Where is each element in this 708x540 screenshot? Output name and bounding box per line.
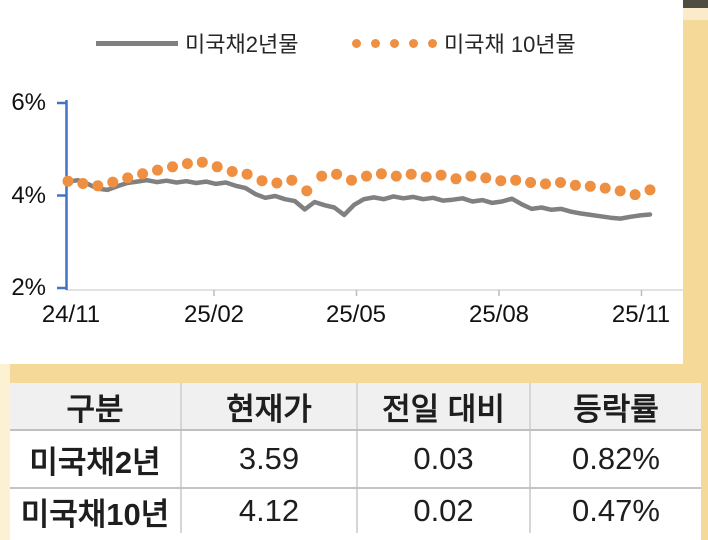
x-axis-label-2: 25/02: [183, 301, 245, 328]
legend-item-10y: 미국채 10년물: [352, 28, 576, 58]
left-cream-strip: [0, 364, 10, 540]
header-category: 구분: [10, 383, 181, 431]
legend-item-2y: 미국채2년물: [96, 28, 298, 58]
legend-line-swatch-icon: [96, 40, 178, 46]
legend-label-2y: 미국채2년물: [185, 32, 299, 57]
legend-dots-swatch-icon: [352, 38, 437, 48]
header-current-price: 현재가: [180, 383, 357, 431]
row-label-ust2y: 미국채2년: [10, 430, 181, 489]
row-label-ust10y: 미국채10년: [10, 488, 181, 534]
x-axis-label-3: 25/05: [325, 301, 387, 328]
ust2y-rate: 0.82%: [529, 430, 701, 489]
table-row-ust2y: 미국채2년 3.59 0.03 0.82%: [10, 430, 701, 489]
table-header-row: 구분 현재가 전일 대비 등락률: [10, 383, 701, 431]
top-right-cream-strip: [683, 8, 708, 20]
header-day-change: 전일 대비: [356, 383, 530, 431]
chart-canvas: [57, 100, 683, 296]
rates-table: 구분 현재가 전일 대비 등락률 미국채2년 3.59 0.03 0.82% 미…: [10, 383, 701, 535]
y-axis-label-2: 2%: [11, 274, 46, 301]
x-axis-label-5: 25/11: [611, 301, 671, 328]
chart-card: 미국채2년물 미국채 10년물 6% 4% 2% 24/11 25/02 25/…: [0, 0, 683, 364]
ust10y-change: 0.02: [356, 488, 530, 535]
ust2y-change: 0.03: [356, 430, 530, 489]
legend-label-10y: 미국채 10년물: [444, 32, 576, 57]
ust10y-current: 4.12: [180, 488, 357, 535]
x-axis-label-4: 25/08: [468, 301, 530, 328]
ust2y-current: 3.59: [180, 430, 357, 489]
table-bottom-gap: [10, 533, 701, 540]
table-row-ust10y: 미국채10년 4.12 0.02 0.47%: [10, 488, 701, 535]
x-axis-label-1: 24/11: [41, 301, 101, 328]
header-change-rate: 등락률: [529, 383, 701, 431]
y-axis-label-6: 6%: [11, 89, 46, 116]
y-axis-label-4: 4%: [11, 182, 46, 209]
top-right-dark-strip: [683, 0, 708, 8]
ust10y-rate: 0.47%: [529, 488, 701, 535]
